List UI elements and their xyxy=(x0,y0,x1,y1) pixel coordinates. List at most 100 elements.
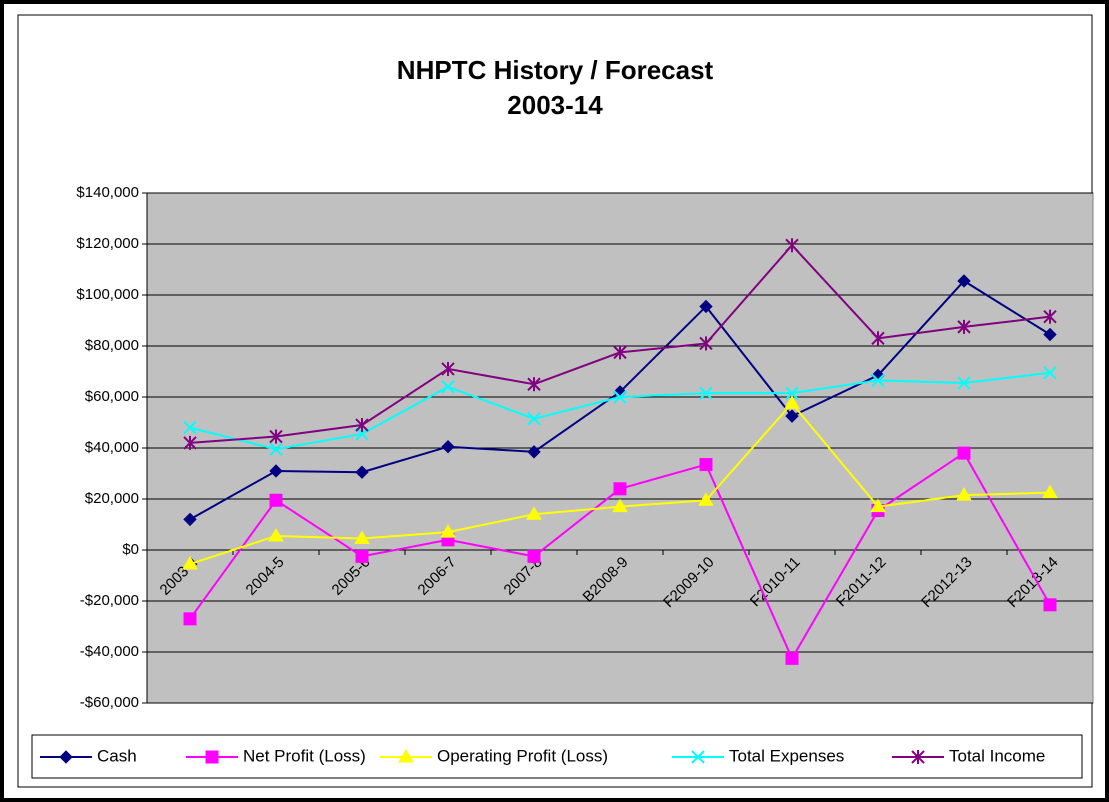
marker-shape xyxy=(691,750,705,764)
marker-shape xyxy=(870,498,886,513)
marker xyxy=(355,549,369,563)
marker xyxy=(205,750,219,764)
marker xyxy=(527,411,541,426)
marker-shape xyxy=(183,420,197,435)
marker-shape xyxy=(956,487,972,501)
marker-shape xyxy=(183,512,197,527)
marker-shape xyxy=(398,749,414,763)
marker xyxy=(398,749,414,763)
marker-shape xyxy=(269,493,283,507)
marker-shape xyxy=(957,446,971,460)
marker-shape xyxy=(957,274,971,288)
marker xyxy=(870,498,886,513)
marker xyxy=(785,409,799,423)
marker xyxy=(1043,309,1057,324)
marker xyxy=(527,549,541,563)
marker xyxy=(785,651,799,665)
marker xyxy=(699,458,713,472)
marker xyxy=(957,274,971,288)
legend-label: Cash xyxy=(97,746,137,765)
y-tick-label: $40,000 xyxy=(85,439,139,456)
marker xyxy=(440,524,456,538)
marker xyxy=(269,464,283,478)
marker xyxy=(699,336,713,351)
marker-shape xyxy=(699,299,713,314)
marker xyxy=(183,612,197,626)
legend-label: Total Expenses xyxy=(729,746,844,765)
marker-shape xyxy=(527,411,541,426)
marker xyxy=(269,493,283,507)
y-tick-label: $120,000 xyxy=(76,235,139,252)
marker-shape xyxy=(1043,327,1057,342)
marker-shape xyxy=(269,442,283,456)
marker xyxy=(59,750,73,764)
marker-shape xyxy=(59,750,73,764)
marker-shape xyxy=(182,556,198,570)
marker-shape xyxy=(354,530,370,545)
y-tick-label: $80,000 xyxy=(85,337,139,354)
marker xyxy=(957,376,971,390)
marker-shape xyxy=(784,395,800,409)
marker-shape xyxy=(785,409,799,423)
marker-shape xyxy=(269,464,283,478)
marker xyxy=(527,445,541,459)
marker xyxy=(957,446,971,460)
marker-shape xyxy=(440,524,456,538)
marker-shape xyxy=(613,390,627,404)
marker xyxy=(785,386,799,400)
legend-label: Net Profit (Loss) xyxy=(243,746,366,765)
marker xyxy=(441,361,455,376)
marker-shape xyxy=(785,651,799,665)
marker-shape xyxy=(699,386,713,400)
y-tick-label: -$20,000 xyxy=(80,592,139,609)
marker xyxy=(1042,484,1058,499)
marker xyxy=(354,530,370,545)
marker-shape xyxy=(355,549,369,563)
y-tick-label: $100,000 xyxy=(76,286,139,303)
marker xyxy=(183,512,197,527)
marker-shape xyxy=(871,373,885,388)
marker-shape xyxy=(1042,484,1058,499)
marker xyxy=(784,395,800,409)
marker-shape xyxy=(613,482,627,496)
marker xyxy=(613,345,627,360)
marker xyxy=(183,420,197,435)
marker xyxy=(613,390,627,404)
marker xyxy=(268,527,284,542)
y-tick-label: $140,000 xyxy=(76,184,139,201)
marker xyxy=(1043,327,1057,342)
marker-shape xyxy=(1043,598,1057,612)
marker xyxy=(269,429,283,444)
marker-shape xyxy=(957,376,971,390)
y-tick-label: -$40,000 xyxy=(80,643,139,660)
marker-shape xyxy=(526,506,542,520)
marker xyxy=(355,418,369,433)
marker xyxy=(441,380,455,394)
y-tick-label: -$60,000 xyxy=(80,694,139,711)
marker xyxy=(269,442,283,456)
marker xyxy=(182,556,198,570)
legend-label: Operating Profit (Loss) xyxy=(437,746,608,765)
marker-shape xyxy=(1043,366,1057,380)
marker xyxy=(526,506,542,520)
legend-label: Total Income xyxy=(949,746,1045,765)
marker xyxy=(527,377,541,392)
marker-shape xyxy=(441,380,455,394)
marker xyxy=(183,435,197,450)
marker-shape xyxy=(183,612,197,626)
marker-shape xyxy=(698,492,714,506)
y-tick-label: $0 xyxy=(122,541,139,558)
marker-shape xyxy=(612,498,628,513)
marker-shape xyxy=(205,750,219,764)
chart-subtitle: 2003-14 xyxy=(507,90,603,120)
marker-shape xyxy=(268,527,284,542)
marker-shape xyxy=(699,458,713,472)
marker xyxy=(613,482,627,496)
marker-shape xyxy=(527,445,541,459)
marker xyxy=(699,299,713,314)
marker xyxy=(957,319,971,334)
chart-title: NHPTC History / Forecast xyxy=(397,55,714,85)
marker xyxy=(956,487,972,501)
marker xyxy=(441,440,455,454)
